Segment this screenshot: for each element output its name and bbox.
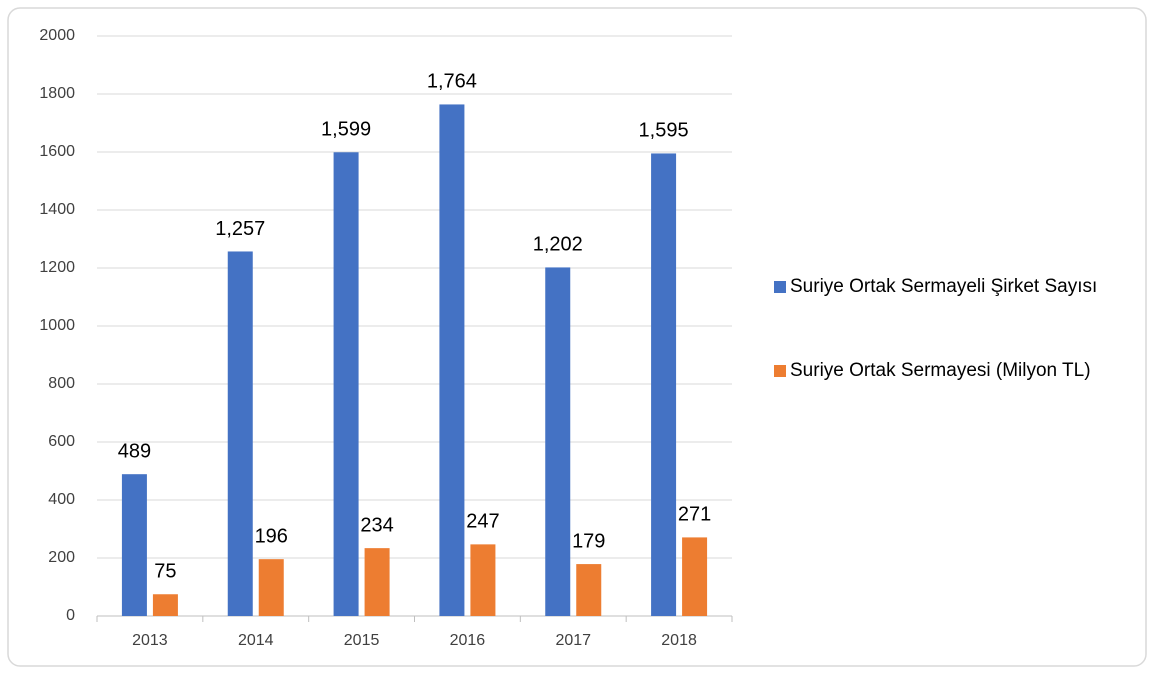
x-tick-label: 2013 [132, 632, 168, 649]
legend-label: Suriye Ortak Sermayesi (Milyon TL) [790, 360, 1091, 381]
legend-item: Suriye Ortak Sermayeli Şirket Sayısı [774, 272, 1134, 302]
data-label: 1,595 [639, 120, 689, 142]
bar [439, 104, 465, 616]
data-label: 271 [678, 504, 711, 526]
bar [545, 267, 571, 616]
y-tick-label: 1000 [39, 317, 75, 334]
legend-item: Suriye Ortak Sermayesi (Milyon TL) [774, 356, 1134, 386]
y-tick-label: 2000 [39, 27, 75, 44]
chart-frame [7, 7, 1147, 667]
y-tick-label: 800 [48, 375, 75, 392]
data-label: 179 [572, 530, 605, 552]
bar [470, 544, 496, 616]
bar [333, 152, 359, 617]
data-label: 1,257 [215, 218, 265, 240]
x-tick-label: 2017 [555, 632, 591, 649]
data-label: 196 [255, 525, 288, 547]
y-tick-label: 600 [48, 433, 75, 450]
legend-label: Suriye Ortak Sermayeli Şirket Sayısı [790, 276, 1098, 297]
bar [152, 594, 178, 616]
y-tick-label: 1600 [39, 143, 75, 160]
x-tick-label: 2015 [344, 632, 380, 649]
y-tick-label: 1800 [39, 85, 75, 102]
bar [682, 537, 708, 616]
bar [258, 559, 284, 616]
data-label: 489 [118, 440, 151, 462]
data-label: 247 [466, 511, 499, 533]
data-label: 75 [154, 561, 176, 583]
x-tick-label: 2018 [661, 632, 697, 649]
y-tick-label: 200 [48, 549, 75, 566]
y-tick-label: 0 [66, 607, 75, 624]
bar [121, 474, 147, 616]
data-label: 234 [360, 514, 393, 536]
y-tick-label: 400 [48, 491, 75, 508]
bar [576, 564, 602, 616]
data-label: 1,599 [321, 119, 371, 141]
legend-swatch [774, 365, 786, 377]
x-tick-label: 2016 [450, 632, 486, 649]
x-tick-label: 2014 [238, 632, 274, 649]
bar [227, 251, 253, 616]
y-tick-label: 1200 [39, 259, 75, 276]
bar [651, 153, 677, 616]
data-label: 1,764 [427, 71, 477, 93]
data-label: 1,202 [533, 234, 583, 256]
y-tick-label: 1400 [39, 201, 75, 218]
legend-swatch [774, 281, 786, 293]
bar [364, 548, 390, 616]
